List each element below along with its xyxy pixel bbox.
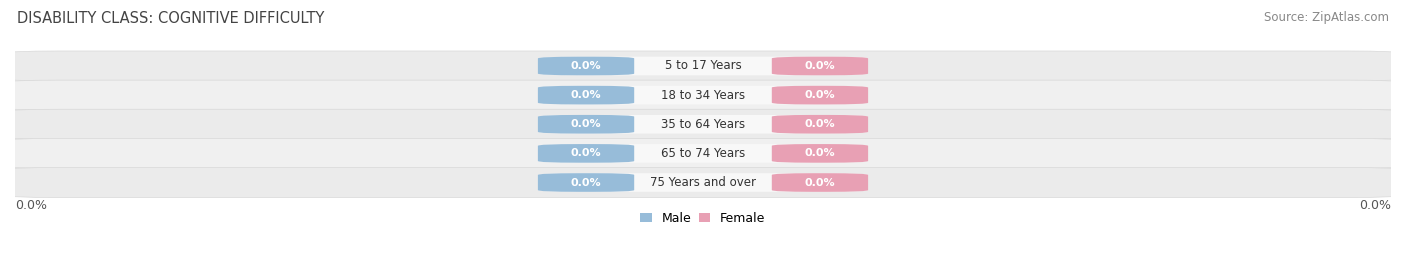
FancyBboxPatch shape — [538, 144, 634, 163]
FancyBboxPatch shape — [4, 51, 1402, 81]
FancyBboxPatch shape — [772, 115, 868, 134]
Text: 0.0%: 0.0% — [571, 148, 602, 158]
FancyBboxPatch shape — [538, 115, 634, 134]
FancyBboxPatch shape — [538, 86, 868, 104]
FancyBboxPatch shape — [538, 173, 868, 192]
Text: 0.0%: 0.0% — [571, 178, 602, 187]
FancyBboxPatch shape — [538, 57, 634, 75]
Text: Source: ZipAtlas.com: Source: ZipAtlas.com — [1264, 11, 1389, 24]
FancyBboxPatch shape — [4, 109, 1402, 139]
FancyBboxPatch shape — [772, 173, 868, 192]
Text: 0.0%: 0.0% — [804, 178, 835, 187]
FancyBboxPatch shape — [772, 86, 868, 104]
FancyBboxPatch shape — [538, 86, 634, 104]
Text: 35 to 64 Years: 35 to 64 Years — [661, 118, 745, 131]
FancyBboxPatch shape — [538, 144, 868, 163]
Legend: Male, Female: Male, Female — [641, 212, 765, 225]
Text: 0.0%: 0.0% — [804, 90, 835, 100]
FancyBboxPatch shape — [772, 57, 868, 75]
Text: 18 to 34 Years: 18 to 34 Years — [661, 89, 745, 102]
FancyBboxPatch shape — [538, 173, 634, 192]
Text: 0.0%: 0.0% — [571, 119, 602, 129]
Text: 75 Years and over: 75 Years and over — [650, 176, 756, 189]
Text: 5 to 17 Years: 5 to 17 Years — [665, 59, 741, 72]
FancyBboxPatch shape — [4, 80, 1402, 110]
FancyBboxPatch shape — [4, 138, 1402, 168]
Text: 0.0%: 0.0% — [804, 119, 835, 129]
Text: 0.0%: 0.0% — [571, 61, 602, 71]
FancyBboxPatch shape — [4, 168, 1402, 197]
FancyBboxPatch shape — [772, 144, 868, 163]
Text: 0.0%: 0.0% — [804, 148, 835, 158]
FancyBboxPatch shape — [538, 57, 868, 75]
Text: 65 to 74 Years: 65 to 74 Years — [661, 147, 745, 160]
FancyBboxPatch shape — [538, 115, 868, 134]
Text: 0.0%: 0.0% — [15, 199, 46, 211]
Text: 0.0%: 0.0% — [571, 90, 602, 100]
Text: DISABILITY CLASS: COGNITIVE DIFFICULTY: DISABILITY CLASS: COGNITIVE DIFFICULTY — [17, 11, 325, 26]
Text: 0.0%: 0.0% — [1360, 199, 1391, 211]
Text: 0.0%: 0.0% — [804, 61, 835, 71]
